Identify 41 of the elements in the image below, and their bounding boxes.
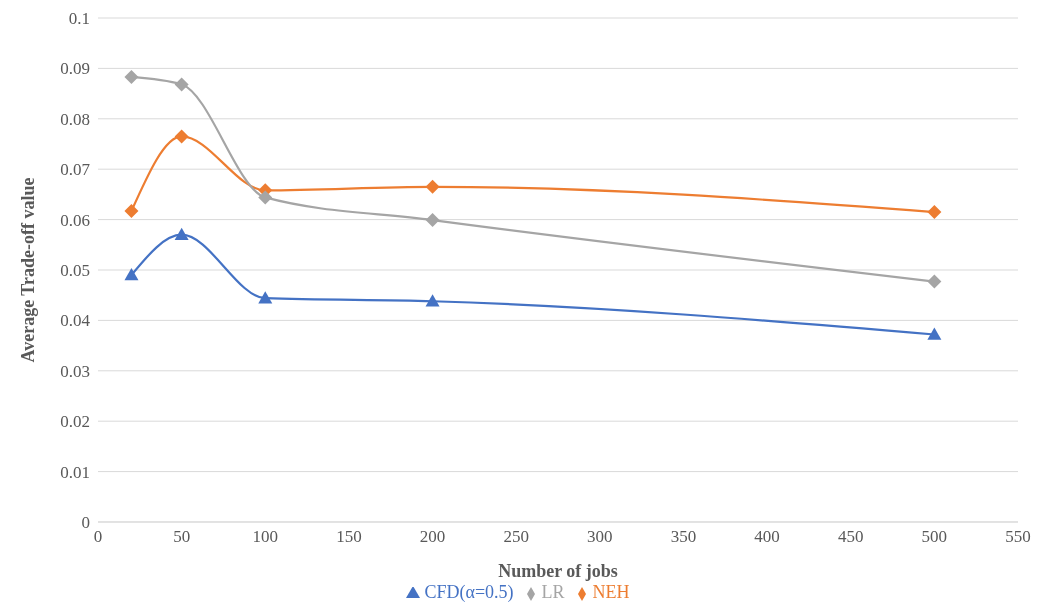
point bbox=[174, 129, 189, 144]
x-tick-label: 250 bbox=[503, 527, 529, 547]
legend-label: LR bbox=[541, 582, 565, 602]
point bbox=[927, 205, 942, 220]
x-tick-label: 150 bbox=[336, 527, 362, 547]
x-axis-title: Number of jobs bbox=[498, 561, 618, 581]
legend-label: NEH bbox=[592, 582, 630, 602]
y-tick-label: 0.07 bbox=[60, 160, 91, 180]
x-tick-label: 550 bbox=[1005, 527, 1031, 547]
y-tick-label: 0.1 bbox=[68, 9, 90, 29]
point bbox=[174, 77, 189, 92]
x-tick-label: 200 bbox=[419, 527, 446, 547]
y-tick-label: 0.03 bbox=[60, 361, 90, 381]
point bbox=[258, 291, 273, 304]
point bbox=[425, 213, 440, 228]
y-tick-label: 0.09 bbox=[60, 59, 90, 79]
x-tick-label: 500 bbox=[921, 527, 948, 547]
x-tick-label: 100 bbox=[252, 527, 279, 547]
point bbox=[425, 179, 440, 194]
point bbox=[174, 227, 189, 240]
point bbox=[258, 190, 273, 205]
y-axis-title: Average Trade-off value bbox=[18, 177, 39, 363]
x-tick-label: 350 bbox=[670, 527, 697, 547]
y-tick-label: 0.02 bbox=[60, 412, 90, 432]
y-tick-label: 0.04 bbox=[60, 311, 91, 331]
x-tick-label: 400 bbox=[754, 527, 780, 547]
legend-label: CFD(α=0.5) bbox=[424, 582, 514, 602]
point bbox=[927, 327, 942, 340]
point bbox=[124, 69, 139, 84]
x-tick-label: 450 bbox=[837, 527, 864, 547]
y-tick-label: 0.01 bbox=[60, 462, 90, 482]
y-tick-label: 0.08 bbox=[60, 109, 90, 129]
x-tick-label: 300 bbox=[587, 527, 613, 547]
point bbox=[425, 294, 440, 307]
y-tick-label: 0.06 bbox=[60, 210, 90, 230]
point bbox=[124, 204, 139, 219]
x-tick-label: 50 bbox=[173, 527, 191, 547]
y-tick-label: 0 bbox=[81, 513, 90, 533]
point bbox=[124, 268, 139, 281]
y-tick-label: 0.05 bbox=[60, 261, 90, 281]
point bbox=[927, 274, 942, 289]
